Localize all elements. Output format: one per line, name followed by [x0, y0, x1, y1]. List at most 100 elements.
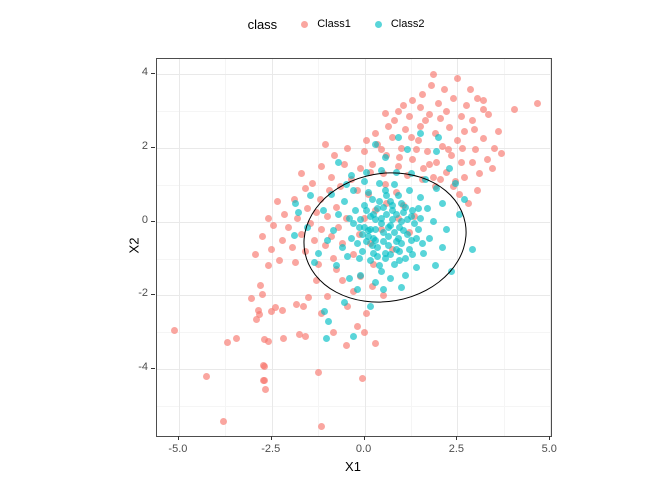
data-point-class2 — [379, 238, 387, 246]
data-point-class1 — [414, 137, 422, 145]
data-point-class1 — [459, 144, 467, 152]
data-point-class2 — [422, 175, 430, 183]
data-point-class2 — [327, 190, 335, 198]
data-point-class2 — [314, 249, 322, 257]
data-point-class1 — [301, 333, 309, 341]
data-point-class2 — [323, 334, 331, 342]
data-point-class2 — [420, 249, 428, 257]
data-point-class2 — [398, 284, 406, 292]
data-point-class1 — [271, 303, 279, 311]
data-point-class1 — [450, 183, 458, 191]
data-point-class1 — [368, 282, 376, 290]
data-point-class2 — [403, 216, 411, 224]
data-point-class1 — [294, 214, 302, 222]
x-tick-label: -2.5 — [261, 443, 281, 455]
data-point-class2 — [372, 225, 380, 233]
data-point-class2 — [307, 192, 315, 200]
data-point-class1 — [275, 256, 283, 264]
minor-gridline-horizontal — [157, 111, 551, 113]
data-point-class1 — [348, 175, 356, 183]
data-point-class1 — [219, 417, 227, 425]
data-point-class2 — [381, 186, 389, 194]
confidence-ellipse — [292, 160, 477, 316]
data-point-class2 — [362, 207, 370, 215]
minor-gridline-horizontal — [157, 405, 551, 407]
data-point-class2 — [290, 232, 298, 240]
data-point-class1 — [396, 153, 404, 161]
data-point-class1 — [342, 214, 350, 222]
x-axis-tick — [363, 436, 365, 440]
data-point-class1 — [409, 96, 417, 104]
data-point-class1 — [429, 70, 437, 78]
data-point-class2 — [401, 203, 409, 211]
data-point-class1 — [340, 161, 348, 169]
data-point-class2 — [375, 197, 383, 205]
data-point-class1 — [300, 302, 308, 310]
data-point-class2 — [416, 129, 424, 137]
data-point-class1 — [362, 310, 370, 318]
data-point-class1 — [325, 186, 333, 194]
data-point-class2 — [379, 203, 387, 211]
data-point-class2 — [385, 232, 393, 240]
data-point-class2 — [394, 234, 402, 242]
data-point-class2 — [407, 212, 415, 220]
data-point-class1 — [370, 260, 378, 268]
data-point-class1 — [344, 144, 352, 152]
data-point-class1 — [170, 327, 178, 335]
data-point-class2 — [364, 188, 372, 196]
data-point-class2 — [353, 240, 361, 248]
data-point-class2 — [303, 223, 311, 231]
data-point-class1 — [297, 170, 305, 178]
data-point-class1 — [405, 113, 413, 121]
data-point-class1 — [418, 91, 426, 99]
data-point-class1 — [407, 133, 415, 141]
data-point-class2 — [392, 210, 400, 218]
data-point-class2 — [325, 318, 333, 326]
data-point-class1 — [427, 82, 435, 89]
data-point-class2 — [374, 244, 382, 251]
data-point-class1 — [314, 260, 322, 268]
minor-gridline-horizontal — [157, 332, 551, 334]
data-point-class1 — [353, 323, 361, 331]
data-point-class2 — [335, 210, 343, 218]
data-point-class2 — [383, 210, 391, 218]
data-point-class1 — [426, 161, 434, 169]
data-point-class2 — [348, 234, 356, 242]
data-point-class2 — [344, 253, 352, 261]
data-point-class2 — [411, 220, 419, 228]
data-point-class1 — [303, 205, 311, 213]
data-point-class2 — [446, 164, 454, 172]
data-point-class2 — [320, 207, 328, 215]
x-axis-tick — [270, 436, 272, 440]
data-point-class1 — [377, 225, 385, 233]
data-point-class1 — [256, 311, 264, 318]
data-point-class1 — [307, 220, 315, 228]
data-point-class1 — [418, 175, 426, 183]
data-point-class1 — [465, 199, 473, 207]
y-axis-tick — [151, 294, 155, 296]
data-point-class1 — [494, 128, 502, 136]
data-point-class1 — [453, 74, 461, 82]
data-point-class2 — [468, 245, 476, 253]
data-point-class1 — [435, 100, 443, 108]
data-point-class1 — [461, 174, 469, 182]
data-point-class1 — [349, 288, 357, 296]
data-point-class1 — [288, 244, 296, 251]
data-point-class1 — [290, 196, 298, 204]
y-tick-label: -4 — [138, 360, 148, 373]
data-point-class2 — [409, 207, 417, 215]
data-point-class1 — [498, 150, 506, 158]
data-point-class1 — [258, 232, 266, 240]
data-point-class1 — [338, 277, 346, 285]
data-point-class1 — [377, 146, 385, 154]
data-point-class1 — [457, 113, 465, 121]
data-point-class2 — [407, 170, 415, 178]
legend-title: class — [247, 16, 278, 32]
data-point-class2 — [400, 209, 408, 217]
data-point-class1 — [359, 374, 367, 382]
data-point-class2 — [372, 140, 380, 148]
legend-label-class2: Class2 — [390, 18, 425, 30]
data-point-class1 — [388, 133, 396, 141]
data-point-class2 — [401, 271, 409, 279]
y-axis-tick — [151, 367, 155, 369]
